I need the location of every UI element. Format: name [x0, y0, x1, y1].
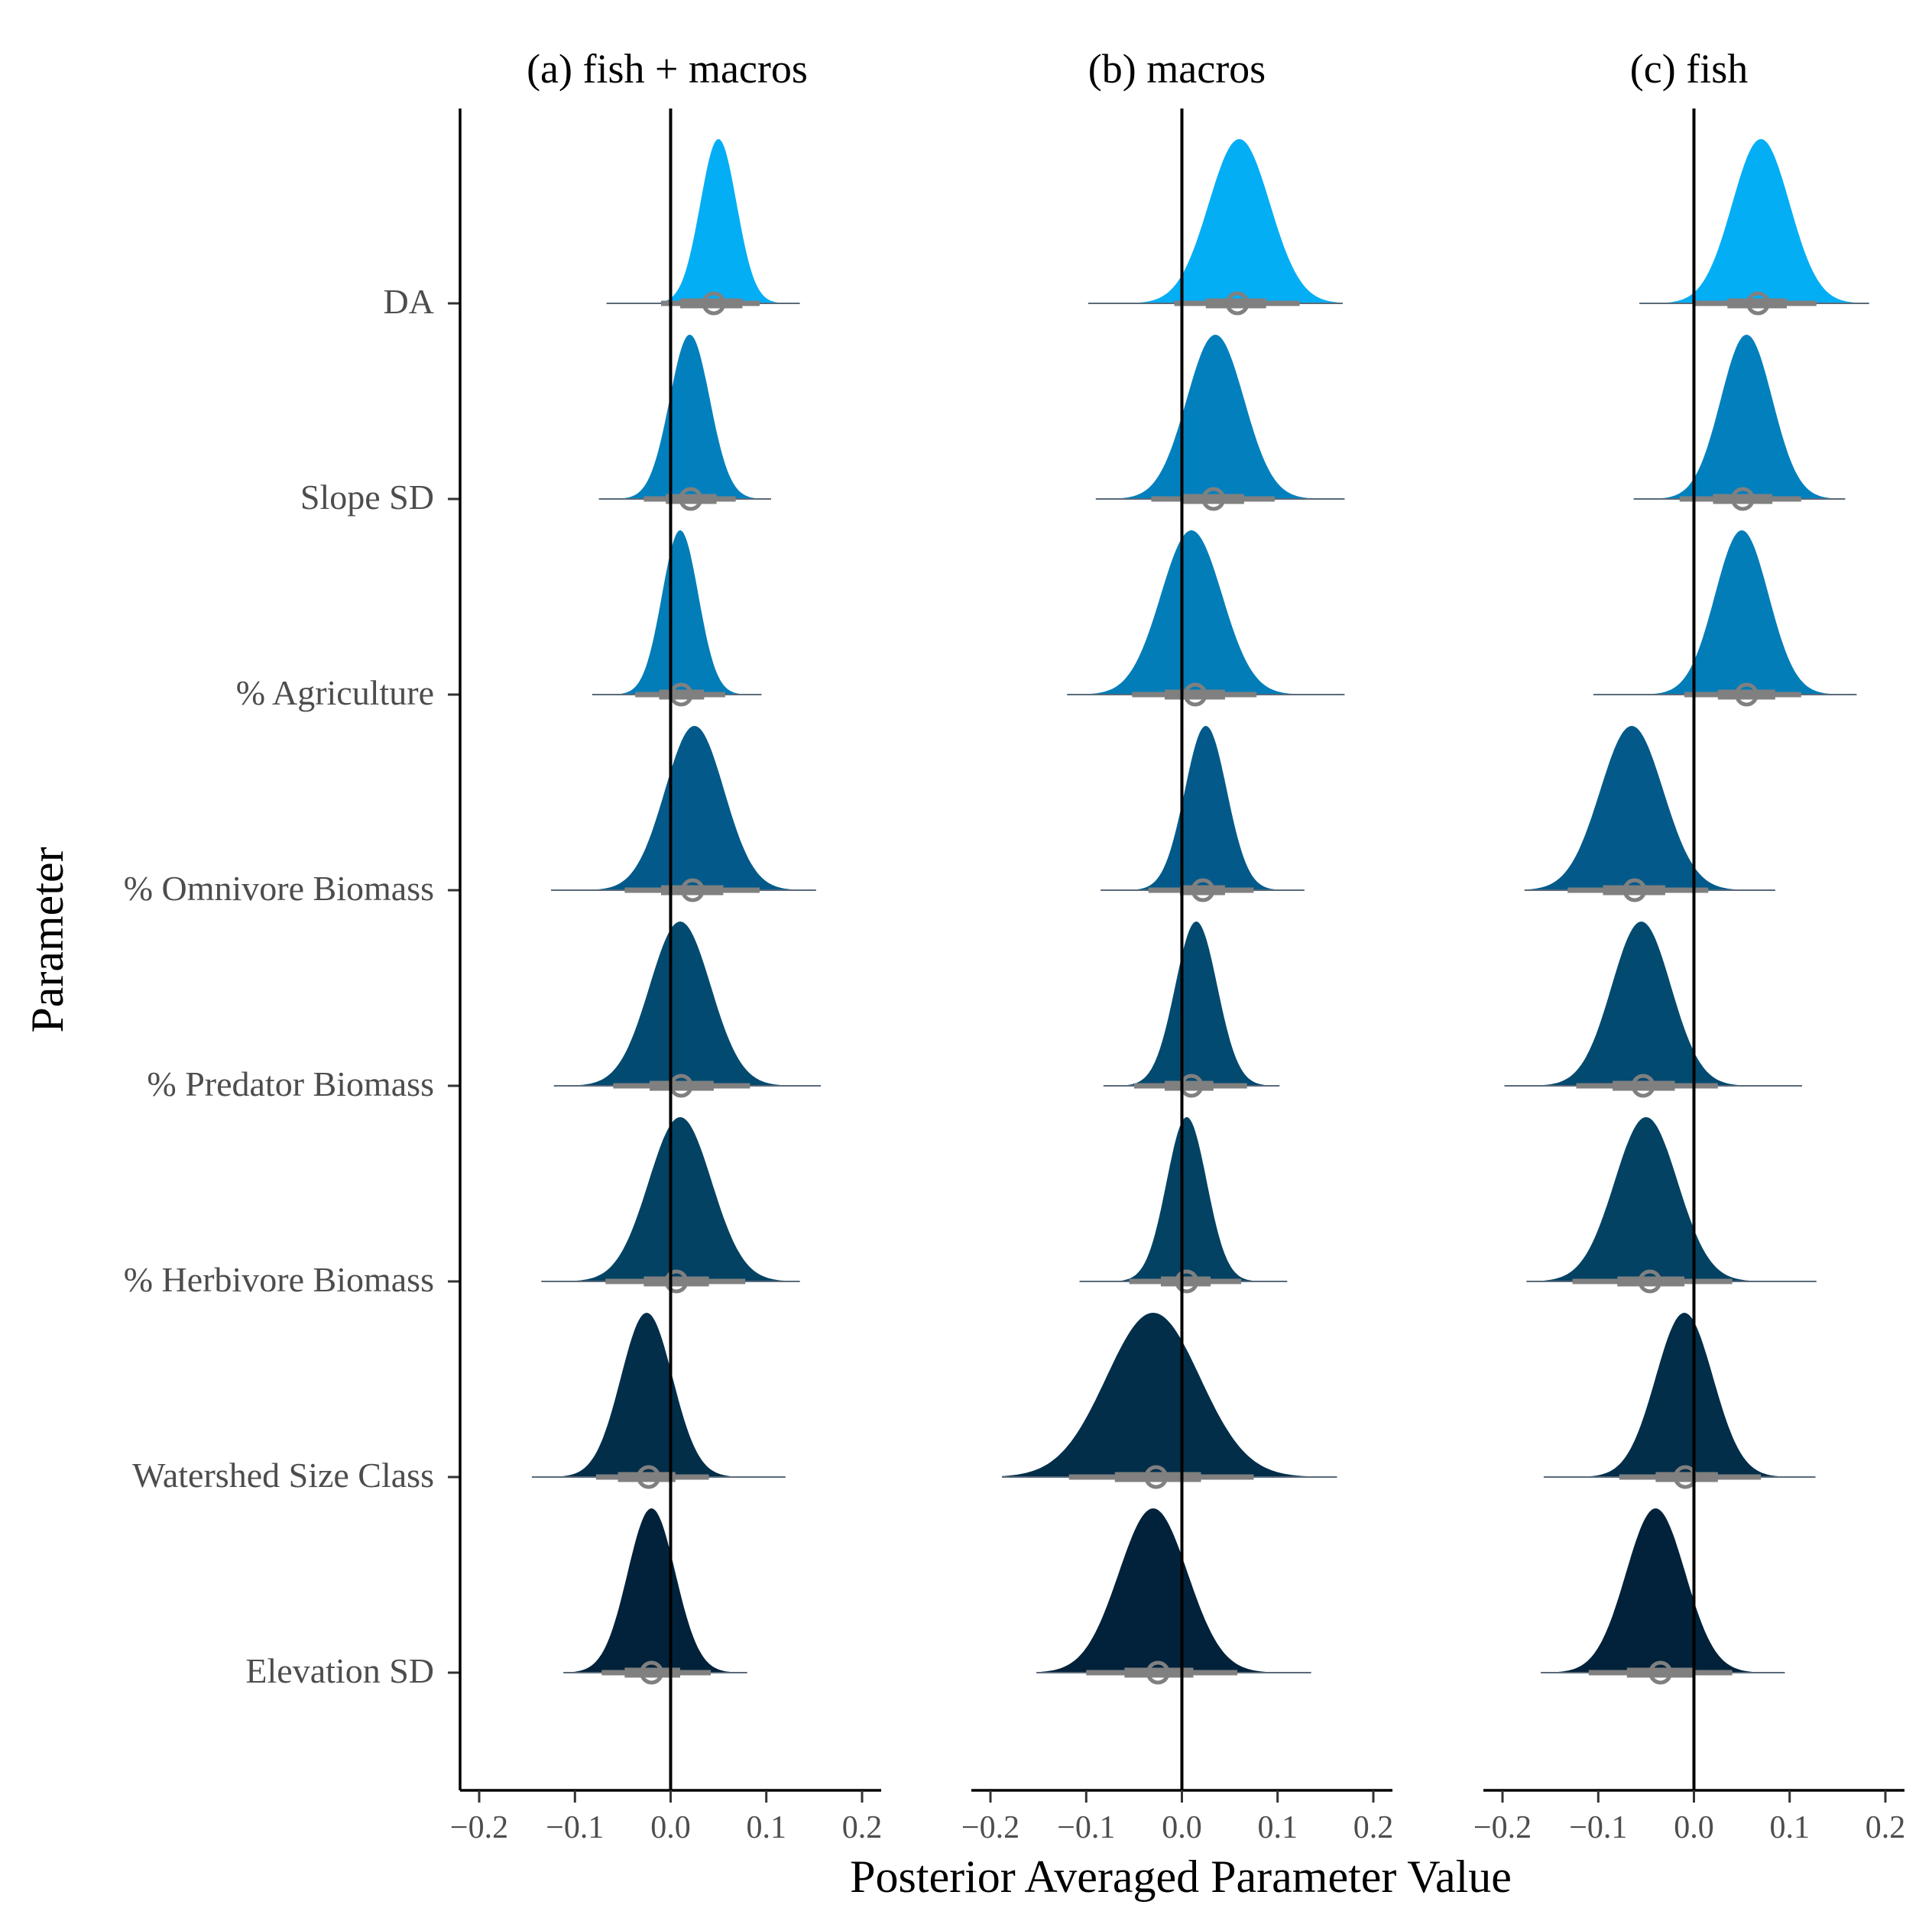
density-5	[1103, 922, 1280, 1086]
density-4	[551, 726, 816, 890]
x-tick-label: −0.1	[1569, 1810, 1627, 1845]
panel-title-fish-macros: (a) fish + macros	[527, 46, 808, 92]
panel-fish: −0.2 −0.1 0.0 0.1 0.2	[1473, 109, 1905, 1845]
median-point	[664, 1269, 689, 1294]
density-7	[1543, 1313, 1816, 1477]
x-tick-label: 0.2	[842, 1810, 883, 1845]
panel-title-fish: (c) fish	[1630, 46, 1748, 92]
median-point	[1730, 487, 1755, 511]
median-point	[1225, 291, 1250, 316]
x-tick-label: 0.1	[746, 1810, 786, 1845]
median-point	[1638, 1269, 1662, 1294]
x-tick-label: 0.1	[1257, 1810, 1298, 1845]
median-point	[1175, 1269, 1199, 1294]
panel-macros: −0.2 −0.1 0.0 0.1 0.2	[961, 109, 1393, 1845]
density-3	[1067, 530, 1345, 695]
panel-title-macros: (b) macros	[1088, 46, 1266, 92]
density-5	[553, 922, 822, 1086]
density-8	[1036, 1508, 1311, 1673]
median-point	[1191, 878, 1215, 902]
density-8	[563, 1508, 747, 1673]
density-1	[1088, 139, 1343, 303]
x-axis-title: Posterior Averaged Parameter Value	[850, 1851, 1512, 1902]
median-point	[637, 1465, 661, 1489]
median-point	[1734, 682, 1759, 707]
median-point	[1746, 291, 1770, 316]
y-label-slope-sd: Slope SD	[300, 478, 434, 517]
median-point	[1648, 1660, 1673, 1685]
median-point	[1631, 1074, 1655, 1098]
density-5	[1504, 922, 1802, 1086]
x-tick-label: 0.2	[1866, 1810, 1906, 1845]
density-4	[1524, 726, 1775, 890]
median-point	[1622, 878, 1647, 902]
y-label-watershed-size-class: Watershed Size Class	[132, 1456, 434, 1495]
median-point	[640, 1660, 663, 1685]
y-label-da: DA	[384, 282, 434, 321]
median-point	[679, 487, 703, 511]
x-tick-label: 0.0	[1162, 1810, 1202, 1845]
density-3	[1593, 530, 1857, 695]
density-4	[1101, 726, 1305, 890]
y-label-elevation-sd: Elevation SD	[245, 1651, 434, 1690]
density-8	[1541, 1508, 1785, 1673]
density-7	[1002, 1313, 1337, 1477]
density-1	[606, 139, 800, 303]
panel-fish-macros: −0.2 −0.1 0.0 0.1 0.2	[450, 109, 882, 1845]
x-tick-label: 0.0	[650, 1810, 691, 1845]
median-point	[680, 878, 705, 902]
x-tick-label: −0.2	[1473, 1810, 1532, 1845]
y-label-herbivore-biomass: % Herbivore Biomass	[124, 1260, 434, 1299]
density-7	[531, 1313, 786, 1477]
median-point	[1144, 1465, 1169, 1489]
y-label-predator-biomass: % Predator Biomass	[147, 1064, 434, 1103]
y-axis-labels: DA Slope SD % Agriculture % Omnivore Bio…	[124, 282, 434, 1690]
x-tick-label: −0.2	[450, 1810, 508, 1845]
x-tick-label: −0.2	[961, 1810, 1019, 1845]
x-tick-label: −0.1	[546, 1810, 604, 1845]
x-tick-label: −0.1	[1057, 1810, 1115, 1845]
x-tick-label: 0.2	[1353, 1810, 1394, 1845]
y-label-omnivore-biomass: % Omnivore Biomass	[124, 869, 434, 908]
median-point	[702, 291, 726, 316]
median-point	[1183, 682, 1208, 707]
median-point	[1201, 487, 1226, 511]
median-point	[1146, 1660, 1170, 1685]
density-2	[1633, 335, 1846, 499]
x-tick-label: 0.0	[1674, 1810, 1714, 1845]
density-6	[1526, 1117, 1817, 1281]
density-2	[1095, 335, 1345, 499]
y-label-agriculture: % Agriculture	[236, 673, 434, 712]
y-axis-ticks	[448, 302, 460, 1674]
density-1	[1639, 139, 1869, 303]
y-axis-title: Parameter	[22, 847, 73, 1032]
density-2	[598, 335, 771, 499]
x-tick-label: 0.1	[1769, 1810, 1810, 1845]
density-3	[592, 530, 762, 695]
